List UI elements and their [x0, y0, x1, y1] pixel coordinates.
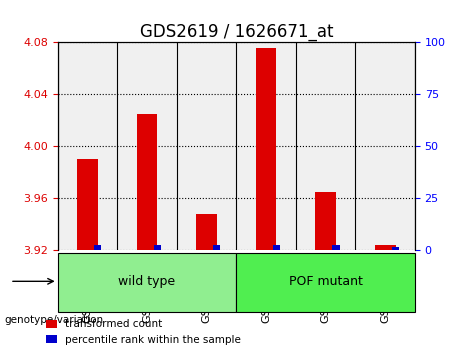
Bar: [196, 214, 217, 250]
FancyBboxPatch shape: [58, 253, 236, 312]
Text: genotype/variation: genotype/variation: [5, 315, 104, 325]
Bar: [94, 245, 101, 250]
Bar: [315, 192, 336, 250]
Title: GDS2619 / 1626671_at: GDS2619 / 1626671_at: [140, 23, 333, 41]
Bar: [375, 245, 396, 250]
FancyBboxPatch shape: [236, 253, 415, 312]
Legend: transformed count, percentile rank within the sample: transformed count, percentile rank withi…: [42, 315, 245, 349]
Bar: [154, 245, 161, 250]
Bar: [273, 245, 280, 250]
Bar: [392, 247, 399, 250]
Bar: [332, 245, 340, 250]
Bar: [213, 245, 220, 250]
Bar: [136, 114, 157, 250]
Text: wild type: wild type: [118, 275, 176, 288]
Bar: [77, 159, 98, 250]
Bar: [255, 48, 277, 250]
Text: POF mutant: POF mutant: [289, 275, 362, 288]
